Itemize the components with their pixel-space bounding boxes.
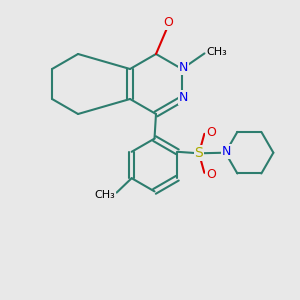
Text: N: N — [222, 145, 231, 158]
Text: O: O — [163, 16, 172, 29]
Text: S: S — [195, 146, 203, 160]
Text: O: O — [206, 168, 216, 181]
Text: CH₃: CH₃ — [95, 190, 116, 200]
Text: O: O — [206, 126, 216, 139]
Text: N: N — [178, 91, 188, 104]
Text: CH₃: CH₃ — [207, 47, 227, 57]
Text: N: N — [178, 61, 188, 74]
